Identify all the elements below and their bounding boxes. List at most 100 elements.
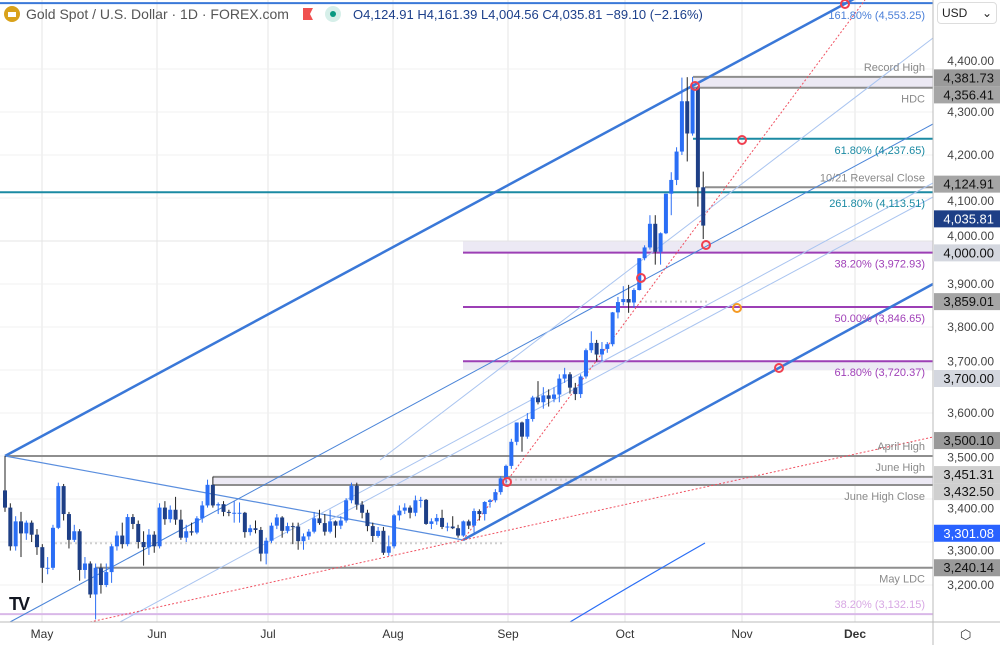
candle-body (504, 465, 509, 479)
candle-body (50, 527, 55, 568)
candle-body (701, 187, 706, 226)
candle-body (536, 397, 540, 403)
level-label: 38.20% (3,132.15) (834, 599, 925, 611)
low-value: L4,004.56 (480, 6, 539, 22)
candle-body (34, 534, 39, 548)
change-value: −89.10 (−2.16%) (606, 6, 703, 22)
candle-body (333, 521, 338, 526)
time-axis-label: Jun (147, 627, 166, 641)
candle-body (695, 87, 700, 188)
candle-body (381, 530, 386, 553)
candle-body (653, 223, 658, 252)
candle-body (24, 522, 29, 534)
candle-body (93, 567, 98, 595)
gold-symbol-icon (4, 6, 20, 22)
level-label: 50.00% (3,846.65) (834, 313, 925, 325)
candle-body (157, 507, 162, 547)
time-axis-label: Sep (497, 627, 519, 641)
candle-body (173, 509, 178, 520)
price-axis-label: 3,600.00 (947, 406, 994, 420)
price-tag (934, 244, 1000, 262)
settings-icon[interactable]: ⬡ (960, 627, 972, 642)
candle-body (242, 512, 247, 533)
candle-body (610, 312, 615, 345)
candle-body (509, 441, 514, 466)
price-tag-label: 3,240.14 (943, 560, 994, 575)
candle-body (514, 422, 519, 442)
candle-body (194, 518, 199, 533)
level-label: 38.20% (3,972.93) (834, 259, 925, 271)
candle-body (317, 518, 322, 524)
median-channel-line (9, 123, 934, 623)
candle-body (690, 87, 695, 134)
price-tag (934, 175, 1000, 193)
candle-body (253, 528, 258, 530)
price-tag-label: 3,500.10 (943, 433, 994, 448)
level-label: Record High (864, 62, 925, 74)
price-tag (934, 69, 1000, 87)
price-tag-label: 3,700.00 (943, 371, 994, 386)
touch-marker-icon (732, 303, 742, 313)
candle-body (392, 515, 397, 547)
touch-marker-icon (636, 273, 646, 283)
candle-body (221, 504, 226, 512)
price-axis-label: 3,700.00 (947, 354, 994, 368)
candle-body (408, 507, 413, 513)
price-axis-label: 4,100.00 (947, 194, 994, 208)
candle-body (88, 563, 93, 595)
candle-body (56, 486, 61, 528)
steep-trend-line (462, 0, 866, 541)
price-tag-label: 4,124.91 (943, 177, 994, 192)
price-tag-label: 4,035.81 (943, 211, 994, 226)
time-axis-label: May (31, 627, 54, 641)
candle-body (66, 514, 71, 540)
price-axis-label: 3,200.00 (947, 578, 994, 592)
candle-body (189, 531, 194, 533)
high-value: H4,161.39 (417, 6, 478, 22)
time-axis-label: Nov (731, 627, 752, 641)
price-tag (934, 483, 1000, 501)
candle-body (146, 534, 151, 548)
candle-body (647, 223, 652, 248)
candle-body (141, 542, 146, 548)
candle-body (130, 517, 135, 524)
candle-body (29, 522, 34, 535)
price-tag-label: 4,000.00 (943, 245, 994, 260)
price-axis-label: 4,200.00 (947, 148, 994, 162)
moving-average-line (569, 542, 706, 623)
candle-body (530, 397, 535, 420)
touch-marker-icon (690, 81, 700, 91)
candle-body (477, 511, 482, 515)
price-tag (934, 293, 1000, 311)
candle-body (18, 521, 23, 534)
chevron-down-icon: ⌄ (981, 6, 992, 20)
price-axis-label: 4,000.00 (947, 229, 994, 243)
support-zone-4000 (463, 241, 933, 253)
candle-body (365, 512, 370, 527)
level-label: June High (875, 462, 925, 474)
touch-marker-icon (774, 363, 784, 373)
candle-body (125, 517, 130, 545)
candle-body (232, 512, 237, 514)
candle-body (482, 502, 487, 515)
price-tag (934, 86, 1000, 104)
time-axis (0, 622, 933, 645)
candle-body (301, 536, 306, 542)
candle-body (120, 535, 125, 545)
candle-body (45, 567, 50, 569)
candle-body (349, 485, 354, 501)
flag-icon[interactable] (302, 8, 313, 20)
price-tag (934, 432, 1000, 450)
candle-body (77, 531, 82, 570)
candle-body (461, 521, 466, 536)
currency-select[interactable]: USD ⌄ (937, 2, 997, 24)
candle-body (370, 526, 375, 536)
candle-body (642, 247, 647, 259)
touch-marker-icon (737, 135, 747, 145)
quarter-channel-line (119, 182, 934, 623)
candle-body (541, 395, 546, 403)
symbol-title[interactable]: Gold Spot / U.S. Dollar · 1D · FOREX.com (26, 6, 289, 22)
candle-body (152, 534, 157, 547)
level-label: 10/21 Reversal Close (820, 172, 925, 184)
